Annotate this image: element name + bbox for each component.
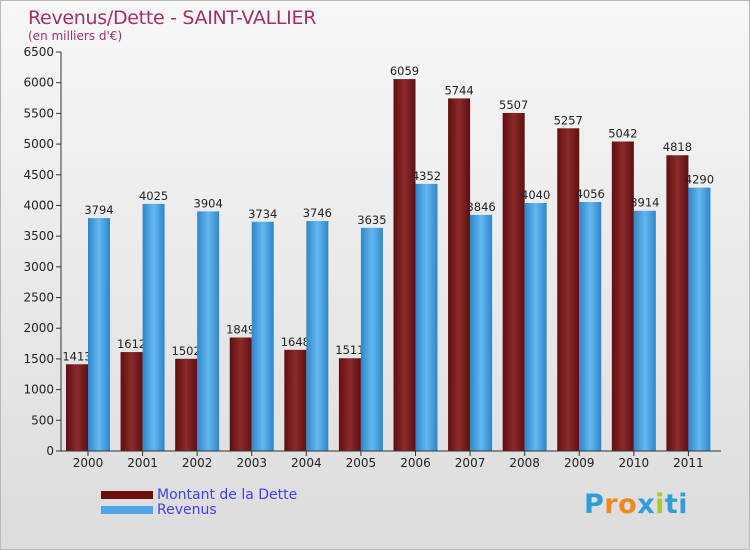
bar-revenue	[197, 211, 220, 451]
data-label-revenue: 4352	[412, 169, 441, 183]
data-label-revenue: 3734	[248, 207, 277, 221]
bar-debt	[338, 358, 361, 451]
x-tick-label: 2002	[182, 456, 213, 470]
bar-debt	[284, 349, 307, 451]
bar-revenue	[251, 221, 274, 451]
y-tick-label: 0	[46, 444, 54, 458]
data-label-debt: 6059	[390, 64, 419, 78]
y-tick-label: 5000	[23, 137, 54, 151]
x-tick-label: 2003	[236, 456, 267, 470]
y-tick-label: 4000	[23, 198, 54, 212]
legend-label-revenue: Revenus	[157, 502, 217, 518]
bar-debt	[666, 155, 689, 452]
data-label-revenue: 3904	[194, 196, 223, 210]
data-label-debt: 1849	[226, 322, 255, 336]
chart-title: Revenus/Dette - SAINT-VALLIER	[28, 7, 317, 29]
legend-item-revenue: Revenus	[101, 502, 217, 518]
data-label-debt: 4818	[663, 140, 692, 154]
y-axis: 0 500 1000 1500 2000 2500 3000 3500 4000 4500 5000…	[23, 45, 62, 458]
data-label-revenue: 3846	[466, 200, 495, 214]
data-label-debt: 1413	[62, 349, 91, 363]
data-label-debt: 1648	[281, 335, 310, 349]
bar-revenue	[579, 202, 602, 451]
bar-debt	[229, 337, 252, 451]
data-label-debt: 5042	[608, 126, 637, 140]
data-label-debt: 5507	[499, 98, 528, 112]
x-tick-label: 2004	[291, 456, 322, 470]
bar-debt	[120, 352, 143, 451]
bar-debt	[448, 98, 471, 451]
bar-revenue	[306, 221, 329, 451]
x-tick-label: 2005	[346, 456, 377, 470]
bar-revenue	[88, 218, 110, 451]
chart-subtitle: (en milliers d'€)	[28, 29, 123, 43]
x-tick-label: 2009	[564, 456, 595, 470]
legend-item-debt: Montant de la Dette	[101, 487, 297, 503]
y-tick-label: 1000	[23, 383, 54, 397]
data-label-revenue: 3635	[357, 213, 386, 227]
x-tick-label: 2007	[455, 456, 486, 470]
bars: 1413 3794 1612 4025 1502 3904 1849 3734 1648 3746…	[62, 64, 714, 452]
data-label-revenue: 3746	[303, 206, 332, 220]
bar-debt	[393, 79, 416, 451]
bar-revenue	[633, 210, 656, 451]
proxiti-logo: Proxiti	[584, 489, 689, 520]
bar-debt	[175, 358, 198, 451]
x-tick-label: 2001	[127, 456, 158, 470]
data-label-debt: 1502	[172, 344, 201, 358]
data-label-debt: 1511	[335, 343, 364, 357]
bar-debt	[502, 112, 525, 451]
data-label-revenue: 4056	[576, 187, 605, 201]
data-label-revenue: 4025	[139, 189, 168, 203]
data-label-revenue: 3914	[630, 196, 659, 210]
y-tick-label: 2000	[23, 321, 54, 335]
x-tick-label: 2008	[509, 456, 540, 470]
data-label-revenue: 3794	[84, 203, 113, 217]
bar-revenue	[524, 203, 547, 451]
y-tick-label: 6500	[23, 45, 54, 59]
x-tick-label: 2010	[619, 456, 650, 470]
bar-debt	[557, 128, 580, 451]
y-tick-label: 3000	[23, 260, 54, 274]
y-tick-label: 6000	[23, 76, 54, 90]
legend-swatch-revenue	[101, 506, 153, 514]
bar-debt	[611, 141, 634, 451]
y-tick-label: 500	[31, 413, 54, 427]
x-tick-label: 2006	[400, 456, 431, 470]
bar-revenue	[415, 183, 438, 451]
legend-label-debt: Montant de la Dette	[157, 487, 298, 503]
y-tick-label: 2500	[23, 291, 54, 305]
bar-revenue	[360, 227, 383, 451]
bar-debt	[66, 364, 88, 451]
y-tick-label: 5500	[23, 106, 54, 120]
y-tick-label: 3500	[23, 229, 54, 243]
x-tick-label: 2011	[673, 456, 704, 470]
legend-swatch-debt	[101, 491, 153, 499]
data-label-debt: 1612	[117, 337, 146, 351]
bar-revenue	[688, 187, 711, 451]
y-tick-label: 1500	[23, 352, 54, 366]
data-label-revenue: 4040	[521, 188, 550, 202]
bar-revenue	[470, 214, 493, 451]
data-label-revenue: 4290	[685, 173, 714, 187]
y-tick-label: 4500	[23, 168, 54, 182]
bar-revenue	[142, 203, 165, 451]
x-axis: 2000 2001 2002 2003 2004 2005 2006 2007 2008 2009…	[61, 450, 721, 470]
data-label-debt: 5257	[554, 113, 583, 127]
data-label-debt: 5744	[444, 83, 473, 97]
x-tick-label: 2000	[73, 456, 104, 470]
